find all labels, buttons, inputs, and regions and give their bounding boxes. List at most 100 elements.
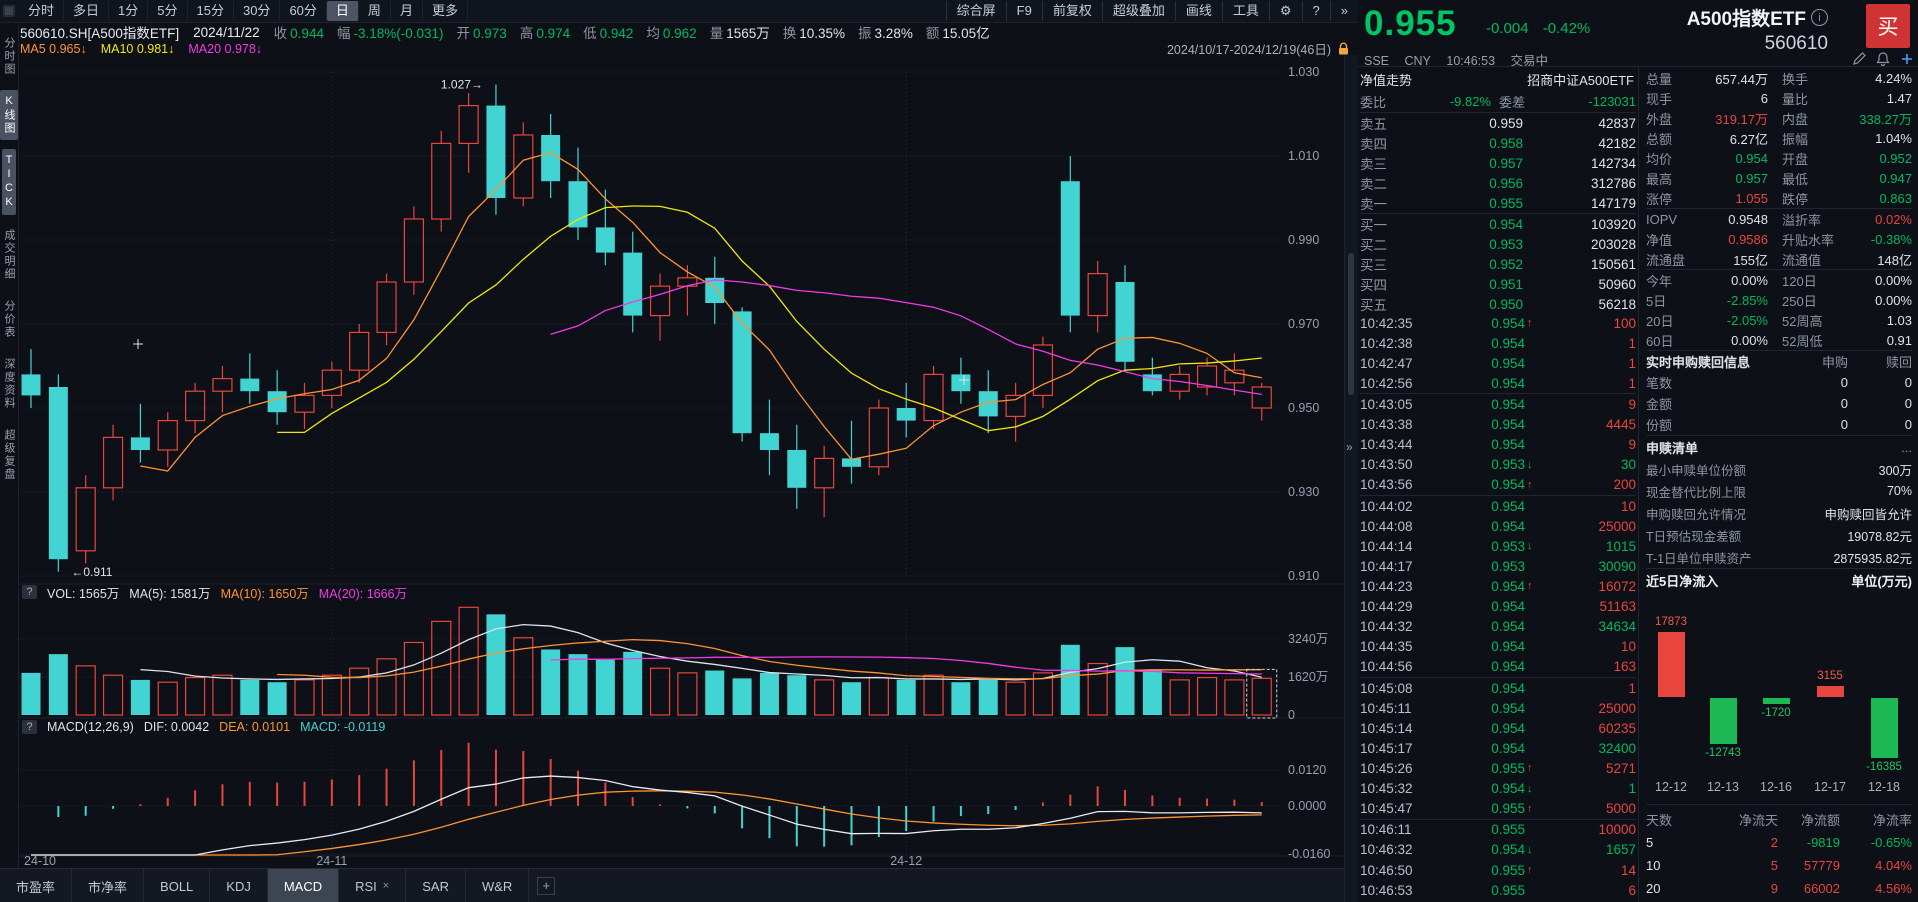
symbol-label: 560610.SH[A500指数ETF] <box>20 22 179 42</box>
tick-row: 10:45:140.95460235 <box>1360 718 1636 738</box>
stat-row: 20日-2.05%52周高1.03 <box>1646 310 1912 330</box>
ma-item-MA5: MA5 0.965↓ <box>20 42 87 56</box>
help-icon[interactable]: ? <box>22 720 37 734</box>
price-change: -0.004 -0.42% <box>1486 20 1590 37</box>
period-tab-15分[interactable]: 15分 <box>188 1 234 21</box>
redeem-row: T日预估现金差额19078.82元 <box>1646 524 1912 546</box>
tab-BOLL[interactable]: BOLL <box>144 869 210 902</box>
add-plus-icon[interactable] <box>1900 52 1914 66</box>
sidebar-item-TICK[interactable]: TICK <box>2 149 16 215</box>
flow-bar <box>1763 698 1790 704</box>
indicator-tab-bar: 市盈率市净率BOLLKDJMACDRSI×SARW&R+ <box>0 868 1344 902</box>
tick-row: 10:44:320.95434634 <box>1360 617 1636 637</box>
forward-adjust-tool[interactable]: 前复权 <box>1042 1 1102 21</box>
ask-row[interactable]: 卖五0.95942837 <box>1360 113 1636 133</box>
lock-icon[interactable] <box>1337 42 1350 56</box>
help-icon[interactable]: ? <box>1302 1 1330 21</box>
tick-row: 10:44:020.95410 <box>1360 496 1636 516</box>
up-arrow-icon: ↑ <box>1525 580 1541 592</box>
ohlc-field-高: 高0.974 <box>520 22 570 42</box>
flow-bar-date: 12-17 <box>1800 780 1860 794</box>
edit-pencil-icon[interactable] <box>1852 52 1866 66</box>
gear-icon[interactable]: ⚙ <box>1269 1 1302 21</box>
bid-row[interactable]: 买一0.954103920 <box>1360 214 1636 234</box>
tab-市净率[interactable]: 市净率 <box>72 869 144 902</box>
flow-bar <box>1817 686 1844 697</box>
bid-row[interactable]: 买二0.953203028 <box>1360 234 1636 254</box>
net-inflow-bar-chart: 1787312-12-1274312-13-172012-16315512-17… <box>1646 596 1912 804</box>
draw-line-tool[interactable]: 画线 <box>1175 1 1222 21</box>
up-arrow-icon: ↑ <box>1525 803 1541 815</box>
ask-row[interactable]: 卖四0.95842182 <box>1360 133 1636 153</box>
flow-table-row: 52-9819-0.65% <box>1646 831 1912 854</box>
add-indicator-button[interactable]: + <box>529 869 563 902</box>
ask-row[interactable]: 卖三0.957142734 <box>1360 153 1636 173</box>
f9-tool[interactable]: F9 <box>1006 1 1042 21</box>
kline-chart-canvas[interactable]: 1.0301.0100.9900.9700.9500.9300.9101.027… <box>18 55 1358 868</box>
period-tab-1分[interactable]: 1分 <box>109 1 148 21</box>
flow-table-row: 105577794.04% <box>1646 854 1912 877</box>
sidebar-item-分价表[interactable]: 分价表 <box>0 295 18 344</box>
ask-row[interactable]: 卖一0.955147179 <box>1360 193 1636 213</box>
fund-full-name: 招商中证A500ETF <box>1527 70 1634 89</box>
bid-row[interactable]: 买五0.95056218 <box>1360 294 1636 314</box>
up-arrow-icon: ↑ <box>1525 317 1541 329</box>
sidebar-item-K线图[interactable]: K线图 <box>0 90 18 140</box>
ohlc-field-幅: 幅-3.18%(-0.031) <box>337 22 444 42</box>
period-tab-月[interactable]: 月 <box>391 1 423 21</box>
period-tab-日[interactable]: 日 <box>327 1 359 21</box>
tab-MACD[interactable]: MACD <box>268 869 339 902</box>
tick-trade-list: 10:42:350.954↑10010:42:380.954110:42:470… <box>1360 313 1636 900</box>
overlay-tool[interactable]: 超级叠加 <box>1102 1 1175 21</box>
ohlc-field-振: 振3.28% <box>858 22 913 42</box>
period-tab-更多[interactable]: 更多 <box>423 1 468 21</box>
expand-panel-icon[interactable]: » <box>1346 440 1353 454</box>
stat-row: 5日-2.85%250日0.00% <box>1646 290 1912 310</box>
tick-row: 10:42:380.9541 <box>1360 333 1636 353</box>
tick-row: 10:44:560.954163 <box>1360 657 1636 678</box>
info-icon[interactable]: i <box>1811 9 1828 26</box>
down-arrow-icon: ↓ <box>1525 844 1541 856</box>
fullscreen-tool[interactable]: 综合屏 <box>946 1 1006 21</box>
change-value: -0.004 <box>1486 20 1529 37</box>
up-arrow-icon: ↑ <box>1525 864 1541 876</box>
bid-row[interactable]: 买四0.95150960 <box>1360 274 1636 294</box>
period-tab-5分[interactable]: 5分 <box>148 1 187 21</box>
tab-KDJ[interactable]: KDJ <box>210 869 268 902</box>
tools-menu[interactable]: 工具 <box>1222 1 1269 21</box>
vol-legend-item: MA(20): 1666万 <box>319 583 407 602</box>
tab-SAR[interactable]: SAR <box>406 869 466 902</box>
macd-legend-item: MACD: -0.0119 <box>300 720 385 734</box>
ohlc-field-收: 收0.944 <box>274 22 324 42</box>
tab-W&R[interactable]: W&R <box>466 869 529 902</box>
more-icon[interactable]: ... <box>1901 440 1912 455</box>
redeem-list-header[interactable]: 申赎清单... <box>1646 436 1912 458</box>
sidebar-item-分时图[interactable]: 分时图 <box>0 32 18 81</box>
period-toolbar: 分时多日1分5分15分30分60分日周月更多 综合屏F9前复权超级叠加画线工具⚙… <box>0 0 1358 23</box>
period-tab-周[interactable]: 周 <box>359 1 391 21</box>
tick-row: 10:43:560.954↑200 <box>1360 475 1636 496</box>
tick-row: 10:46:530.9556 <box>1360 880 1636 900</box>
sidebar-item-成交明细[interactable]: 成交明细 <box>0 224 18 286</box>
svg-text:1.027→: 1.027→ <box>441 78 483 92</box>
period-tab-60分[interactable]: 60分 <box>280 1 326 21</box>
buy-button[interactable]: 买 <box>1866 4 1910 48</box>
tab-市盈率[interactable]: 市盈率 <box>0 869 72 902</box>
sidebar-item-深度资料[interactable]: 深度资料 <box>0 353 18 415</box>
divider-scrollbar-thumb[interactable] <box>1348 253 1354 395</box>
ask-row[interactable]: 卖二0.956312786 <box>1360 173 1636 193</box>
period-tab-多日[interactable]: 多日 <box>64 1 109 21</box>
help-icon[interactable]: ? <box>22 585 37 599</box>
close-icon[interactable]: × <box>383 880 389 892</box>
sidebar-item-超级复盘[interactable]: 超级复盘 <box>0 424 18 486</box>
period-tab-30分[interactable]: 30分 <box>234 1 280 21</box>
bid-row[interactable]: 买三0.952150561 <box>1360 254 1636 274</box>
period-tab-分时[interactable]: 分时 <box>19 1 64 21</box>
tick-row: 10:43:440.9549 <box>1360 435 1636 455</box>
nav-trend-row[interactable]: 净值走势招商中证A500ETF <box>1360 68 1636 90</box>
redeem-row: 现金替代比例上限70% <box>1646 480 1912 502</box>
flow-bar-value: 3155 <box>1800 670 1860 682</box>
tab-RSI[interactable]: RSI× <box>339 869 406 902</box>
chevrons-icon[interactable]: » <box>1330 1 1358 21</box>
alert-bell-icon[interactable] <box>1876 52 1890 66</box>
